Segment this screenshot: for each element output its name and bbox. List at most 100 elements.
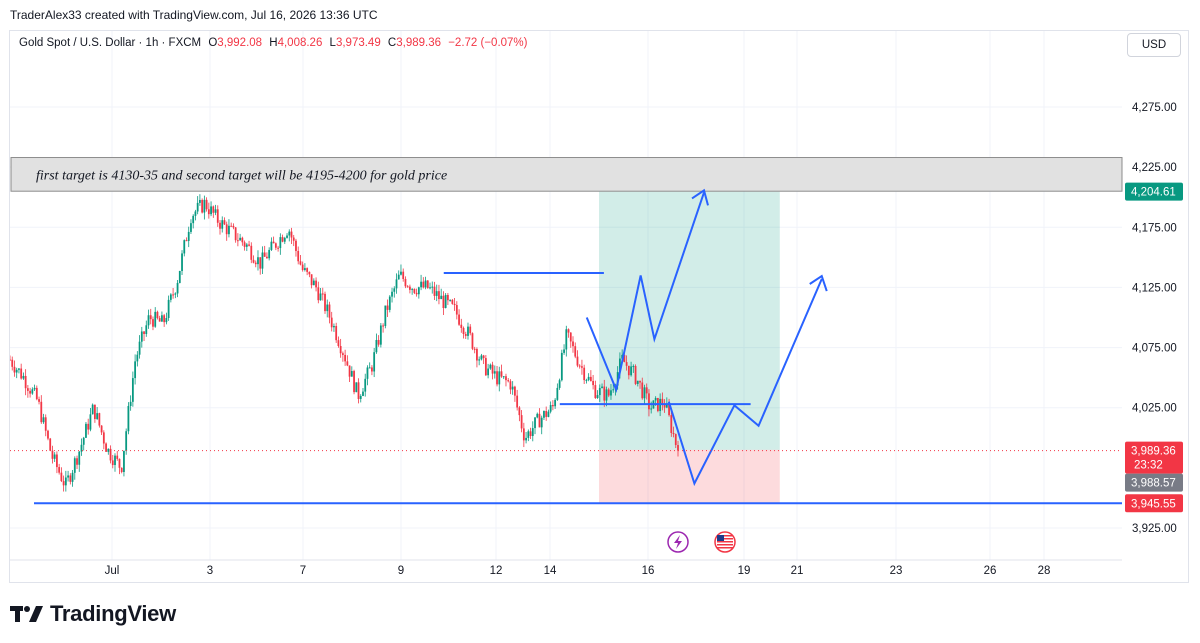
candle-body: [292, 237, 295, 241]
candle-body: [190, 223, 192, 232]
candle-body: [123, 450, 125, 472]
symbol-title[interactable]: Gold Spot / U.S. Dollar · 1h · FXCM: [19, 37, 202, 49]
candle-body: [601, 386, 603, 388]
candle-body: [449, 299, 452, 301]
candle-body: [288, 231, 291, 236]
candle-body: [299, 261, 302, 265]
candle-body: [165, 318, 168, 323]
candle-body: [283, 237, 286, 242]
candle-body: [420, 281, 422, 288]
candle-body: [205, 199, 208, 210]
y-tick-label: 3,925.00: [1132, 523, 1177, 535]
candle-body: [49, 438, 52, 451]
candle-body: [58, 467, 61, 473]
candle-body: [26, 388, 29, 391]
candle-body: [543, 411, 545, 418]
candle-body: [373, 352, 376, 372]
y-tick-label: 4,075.00: [1132, 343, 1177, 355]
candle-body: [665, 404, 668, 408]
candle-body: [38, 399, 40, 402]
candle-body: [64, 477, 67, 486]
candle-body: [587, 376, 590, 380]
candle-body: [491, 364, 494, 374]
candle-body: [572, 341, 574, 347]
candle-body: [192, 215, 195, 224]
x-tick-label: 9: [398, 565, 404, 577]
candle-body: [522, 428, 525, 441]
candle-body: [337, 340, 340, 346]
candle-body: [225, 224, 228, 235]
stop-zone: [599, 449, 780, 504]
candle-body: [228, 225, 230, 235]
candle-body: [290, 231, 293, 238]
candle-body: [498, 371, 501, 385]
event-lightning-icon[interactable]: [667, 531, 689, 553]
target-path: [585, 192, 705, 394]
currency-button[interactable]: USD: [1127, 33, 1181, 57]
alternate-path: [667, 278, 823, 487]
candle-body: [272, 241, 275, 244]
candle-body: [460, 324, 463, 328]
candle-body: [326, 304, 329, 312]
us-flag-icon[interactable]: [714, 531, 736, 553]
candle-body: [259, 257, 262, 269]
candle-body: [641, 382, 644, 399]
open-label: O: [208, 37, 218, 49]
candle-body: [411, 288, 414, 290]
target-arrowhead: [691, 188, 709, 206]
candle-body: [610, 390, 612, 396]
candle-body: [426, 280, 429, 288]
candle-body: [145, 325, 148, 334]
low-value: 3,973.49: [335, 37, 381, 49]
candle-body: [78, 451, 81, 465]
candle-body: [277, 247, 279, 249]
candle-body: [333, 325, 335, 328]
candle-body: [442, 295, 445, 308]
x-tick-label: Jul: [105, 565, 120, 577]
candle-body: [136, 354, 139, 362]
trend-drawings: [10, 188, 1122, 505]
candle-body: [127, 405, 130, 432]
candle-body: [140, 331, 143, 342]
candle-body: [120, 467, 123, 472]
candle-body: [621, 354, 624, 359]
candle-body: [509, 381, 512, 390]
candle-body: [174, 293, 177, 295]
candle-body: [216, 209, 219, 223]
tradingview-brand[interactable]: TradingView: [10, 600, 176, 628]
x-tick-label: 12: [490, 565, 503, 577]
candle-body: [464, 334, 467, 336]
candle-body: [212, 206, 215, 213]
price-label-text: 3,945.55: [1131, 498, 1176, 510]
candle-body: [348, 365, 351, 377]
chart-frame: [9, 30, 1189, 583]
candle-body: [152, 319, 154, 327]
candle-body: [223, 220, 226, 225]
candle-body: [47, 430, 49, 439]
price-axis: 4,275.00 4,225.00 4,175.00 4,125.00 4,075.00…: [1125, 102, 1183, 535]
candle-body: [520, 415, 523, 429]
candle-body: [402, 271, 405, 279]
candle-body: [85, 423, 87, 438]
candle-body: [51, 450, 54, 459]
candle-body: [304, 268, 306, 270]
candle-body: [254, 262, 257, 265]
candle-body: [297, 250, 300, 262]
candle-body: [91, 404, 94, 415]
candle-body: [341, 353, 344, 355]
candle-body: [80, 444, 83, 452]
candle-body: [612, 389, 615, 391]
candle-body: [643, 387, 646, 399]
target-annotation-box[interactable]: [10, 157, 1123, 192]
candle-body: [393, 288, 396, 292]
candle-body: [143, 331, 145, 334]
candle-body: [458, 314, 460, 325]
candle-body: [406, 286, 409, 288]
candle-body: [328, 304, 331, 318]
candle-body: [176, 282, 179, 294]
candle-body: [15, 369, 18, 373]
candle-body: [413, 288, 416, 293]
candle-body: [467, 326, 469, 336]
high-value: 4,008.26: [277, 37, 323, 49]
